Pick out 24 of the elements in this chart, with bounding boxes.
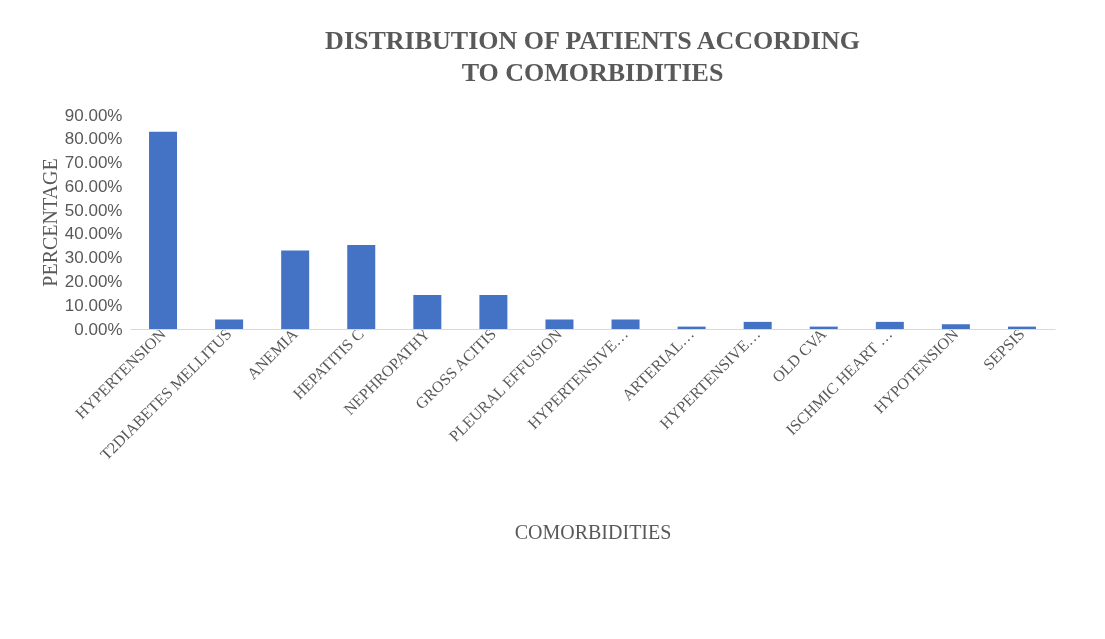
chart-title: DISTRIBUTION OF PATIENTS ACCORDING TO COMORBIDITIES — [325, 26, 860, 87]
y-axis-title: PERCENTAGE — [38, 158, 61, 287]
bar — [941, 324, 970, 329]
bar — [875, 321, 904, 329]
y-tick-label: 50.00% — [64, 200, 123, 220]
x-tick-label: OLD CVA — [768, 324, 830, 386]
bar — [545, 319, 574, 329]
y-tick-label: 60.00% — [64, 176, 123, 196]
bar — [743, 321, 772, 329]
bar — [347, 245, 376, 329]
bar — [149, 131, 178, 329]
y-tick-label: 20.00% — [64, 271, 123, 291]
x-axis-title: COMORBIDITIES — [514, 521, 672, 544]
bar — [479, 295, 508, 329]
y-tick-label: 30.00% — [64, 248, 123, 268]
y-tick-label: 90.00% — [64, 105, 123, 125]
bar — [215, 319, 244, 329]
y-tick-label: 40.00% — [64, 224, 123, 244]
y-tick-label: 10.00% — [64, 295, 123, 315]
y-tick-label: 80.00% — [64, 129, 123, 149]
bar — [281, 250, 310, 329]
y-tick-label: 70.00% — [64, 153, 123, 173]
bar — [611, 319, 640, 329]
bar — [413, 295, 442, 329]
